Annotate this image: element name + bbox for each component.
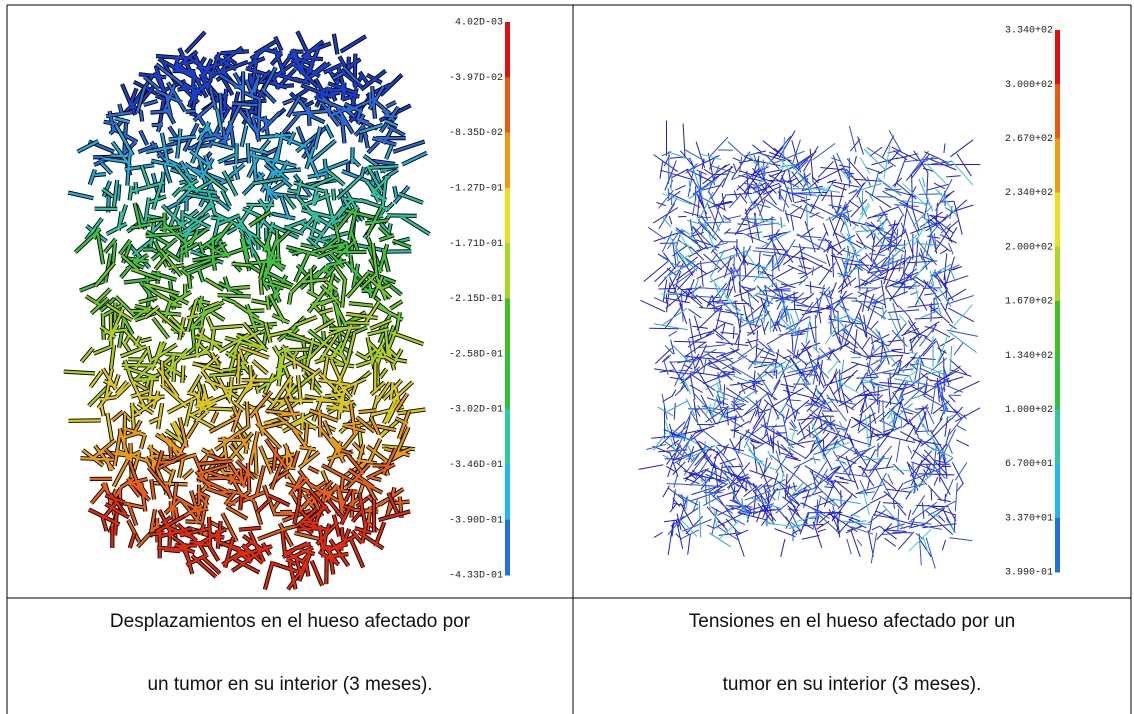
colorbar-label: -3.46D-01 bbox=[449, 460, 503, 471]
colorbar-segment bbox=[505, 243, 510, 299]
colorbar-label: -3.97D-02 bbox=[449, 73, 503, 84]
colorbar-label: 3.340+02 bbox=[1005, 26, 1053, 37]
caption: tumor en su interior (3 meses). bbox=[723, 674, 982, 695]
colorbar-label: -8.35D-02 bbox=[449, 128, 503, 139]
colorbar-segment bbox=[505, 409, 510, 465]
caption: Tensiones en el hueso afectado por un bbox=[689, 611, 1015, 632]
colorbar-segment bbox=[1055, 409, 1060, 464]
colorbar-segment bbox=[1055, 518, 1060, 573]
colorbar-segment bbox=[1055, 464, 1060, 519]
colorbar-label: -2.15D-01 bbox=[449, 294, 503, 305]
colorbar-label: 2.000+02 bbox=[1005, 242, 1053, 253]
colorbar-segment bbox=[505, 22, 510, 78]
colorbar-label: -4.33D-01 bbox=[449, 571, 503, 582]
caption: Desplazamientos en el hueso afectado por bbox=[110, 611, 471, 632]
colorbar-segment bbox=[505, 188, 510, 244]
colorbar-segment bbox=[1055, 247, 1060, 302]
colorbar-segment bbox=[1055, 301, 1060, 356]
colorbar-label: 3.370+01 bbox=[1005, 513, 1053, 524]
colorbar-label: -3.90D-01 bbox=[449, 515, 503, 526]
colorbar-segment bbox=[505, 77, 510, 133]
colorbar-label: 3.990-01 bbox=[1005, 568, 1053, 579]
stress-mesh bbox=[639, 121, 981, 569]
colorbar-segment bbox=[1055, 193, 1060, 248]
document: 4.02D-03 -3.97D-02 -8.35D-02 -1.27D-01 -1.71… bbox=[0, 0, 1134, 714]
colorbar-label: 1.670+02 bbox=[1005, 297, 1053, 308]
colorbar-label: 1.340+02 bbox=[1005, 351, 1053, 362]
colorbar-segment bbox=[1055, 30, 1060, 85]
colorbar-segment bbox=[505, 354, 510, 410]
displacement-mesh bbox=[64, 31, 430, 589]
colorbar-segment bbox=[1055, 138, 1060, 193]
colorbar-segment bbox=[505, 133, 510, 189]
colorbar-segment bbox=[505, 464, 510, 520]
colorbar-label: 4.02D-03 bbox=[455, 18, 503, 29]
colorbar-label: 2.670+02 bbox=[1005, 134, 1053, 145]
colorbar-segment bbox=[1055, 355, 1060, 410]
colorbar-segment bbox=[505, 299, 510, 355]
colorbar-label: -1.27D-01 bbox=[449, 184, 503, 195]
colorbar-label: 2.340+02 bbox=[1005, 188, 1053, 199]
colorbar-label: -3.02D-01 bbox=[449, 405, 503, 416]
colorbar-label: 1.000+02 bbox=[1005, 405, 1053, 416]
colorbar-segment bbox=[505, 520, 510, 576]
colorbar-label: 6.700+01 bbox=[1005, 459, 1053, 470]
colorbar-label: -2.58D-01 bbox=[449, 349, 503, 360]
caption: un tumor en su interior (3 meses). bbox=[147, 674, 432, 695]
colorbar-label: -1.71D-01 bbox=[449, 239, 503, 250]
colorbar-label: 3.000+02 bbox=[1005, 80, 1053, 91]
colorbar-segment bbox=[1055, 84, 1060, 139]
